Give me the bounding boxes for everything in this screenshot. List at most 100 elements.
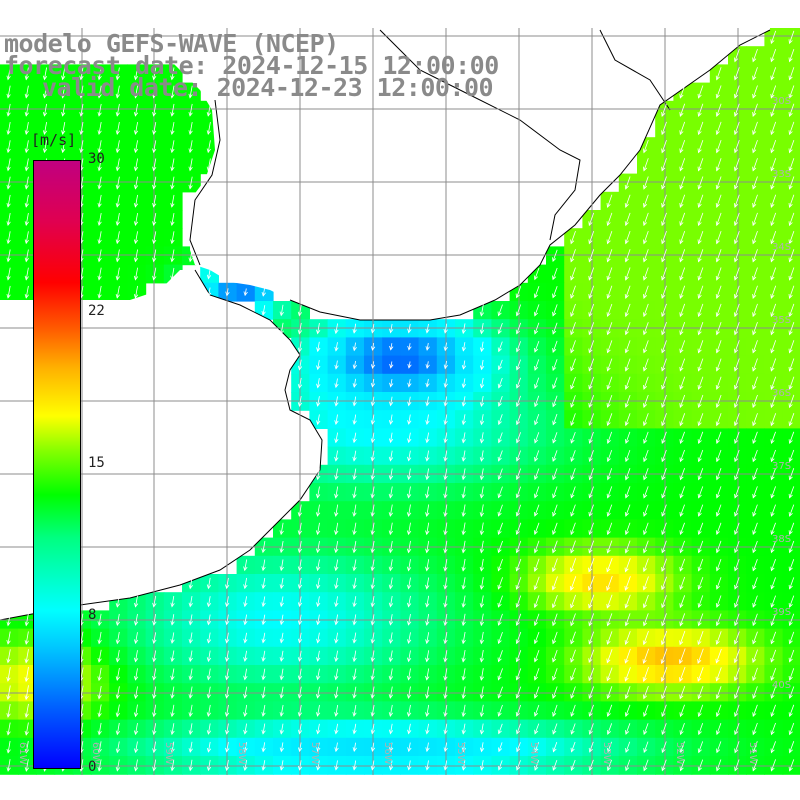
wind-arrow bbox=[788, 249, 795, 263]
wind-arrow bbox=[734, 613, 740, 627]
wind-arrow bbox=[152, 249, 157, 263]
wind-arrow bbox=[516, 760, 521, 771]
wind-arrow bbox=[679, 212, 686, 227]
wind-arrow bbox=[479, 742, 485, 753]
wind-arrow bbox=[643, 431, 649, 444]
wind-arrow bbox=[334, 632, 339, 644]
wind-arrow bbox=[570, 649, 576, 663]
wind-arrow bbox=[734, 158, 740, 172]
wind-arrow bbox=[642, 630, 649, 646]
wind-arrow bbox=[261, 559, 266, 572]
wind-arrow bbox=[788, 722, 795, 736]
wind-arrow bbox=[388, 650, 394, 663]
wind-arrow bbox=[461, 650, 466, 663]
wind-arrow bbox=[24, 249, 29, 263]
wind-arrow bbox=[261, 287, 266, 297]
wind-arrow bbox=[697, 303, 704, 318]
wind-arrow bbox=[534, 760, 540, 771]
wind-arrow bbox=[370, 522, 375, 536]
wind-arrow bbox=[461, 595, 466, 608]
wind-arrow bbox=[115, 613, 121, 626]
wind-arrow bbox=[261, 632, 266, 644]
wind-arrow bbox=[661, 158, 667, 172]
wind-arrow bbox=[370, 468, 375, 481]
wind-arrow bbox=[370, 723, 375, 735]
wind-arrow bbox=[334, 742, 339, 753]
wind-arrow bbox=[170, 176, 175, 190]
wind-arrow bbox=[570, 468, 576, 481]
wind-arrow bbox=[297, 359, 303, 371]
wind-arrow bbox=[734, 722, 740, 736]
wind-arrow bbox=[407, 632, 412, 644]
wind-arrow bbox=[406, 668, 412, 681]
wind-arrow bbox=[715, 376, 722, 390]
wind-arrow bbox=[661, 595, 667, 609]
wind-arrow bbox=[588, 631, 595, 645]
wind-arrow bbox=[624, 522, 631, 536]
wind-arrow bbox=[370, 650, 375, 663]
wind-arrow bbox=[715, 431, 722, 445]
wind-arrow bbox=[752, 394, 758, 409]
wind-arrow bbox=[752, 48, 758, 63]
wind-arrow bbox=[679, 176, 686, 190]
wind-arrow bbox=[316, 614, 321, 626]
wind-arrow bbox=[443, 668, 448, 681]
wind-arrow bbox=[316, 468, 321, 481]
wind-arrow bbox=[24, 122, 29, 135]
wind-arrow bbox=[97, 231, 102, 245]
wind-arrow bbox=[497, 704, 503, 717]
wind-arrow bbox=[752, 759, 758, 772]
wind-arrow bbox=[97, 85, 102, 99]
wind-arrow bbox=[588, 413, 595, 427]
wind-arrow bbox=[752, 595, 758, 608]
wind-arrow bbox=[752, 358, 758, 372]
wind-arrow bbox=[624, 194, 631, 208]
wind-arrow bbox=[588, 394, 595, 408]
legend-tick-8: 8 bbox=[88, 607, 97, 623]
wind-arrow bbox=[569, 576, 577, 591]
wind-arrow bbox=[315, 522, 321, 536]
wind-arrow bbox=[770, 613, 776, 627]
wind-arrow bbox=[679, 540, 685, 554]
wind-arrow bbox=[425, 723, 430, 735]
legend-unit: [m/s] bbox=[31, 131, 77, 149]
wind-arrow bbox=[334, 468, 339, 481]
wind-arrow bbox=[515, 486, 522, 499]
wind-arrow bbox=[588, 285, 595, 299]
wind-arrow bbox=[770, 486, 776, 499]
wind-arrow bbox=[497, 322, 503, 335]
wind-arrow bbox=[97, 667, 102, 682]
wind-arrow bbox=[133, 249, 139, 263]
wind-arrow bbox=[206, 759, 212, 772]
wind-arrow bbox=[152, 140, 157, 154]
wind-arrow bbox=[734, 704, 740, 718]
wind-arrow bbox=[388, 723, 394, 735]
wind-arrow bbox=[679, 685, 686, 700]
wind-arrow bbox=[61, 122, 66, 135]
wind-arrow bbox=[697, 648, 704, 664]
wind-arrow bbox=[533, 267, 540, 281]
wind-arrow bbox=[770, 194, 777, 208]
wind-arrow bbox=[552, 504, 558, 517]
latitude-label: 40S bbox=[772, 680, 791, 691]
wind-arrow bbox=[334, 668, 339, 681]
wind-arrow bbox=[279, 322, 284, 335]
wind-arrow bbox=[279, 559, 284, 572]
wind-arrow bbox=[443, 723, 448, 735]
wind-arrow bbox=[206, 704, 212, 717]
wind-arrow bbox=[406, 522, 412, 536]
wind-arrow bbox=[679, 576, 686, 591]
wind-arrow bbox=[243, 686, 248, 699]
wind-arrow bbox=[697, 449, 704, 463]
wind-arrow bbox=[588, 686, 595, 700]
wind-arrow bbox=[279, 668, 284, 681]
wind-arrow bbox=[225, 614, 230, 626]
wind-arrow bbox=[498, 742, 503, 753]
wind-arrow bbox=[6, 631, 11, 645]
wind-arrow bbox=[97, 704, 102, 718]
wind-arrow bbox=[716, 741, 722, 754]
wind-arrow bbox=[206, 596, 212, 608]
wind-arrow bbox=[570, 686, 576, 699]
wind-arrow bbox=[788, 704, 795, 718]
wind-arrow bbox=[770, 504, 776, 517]
